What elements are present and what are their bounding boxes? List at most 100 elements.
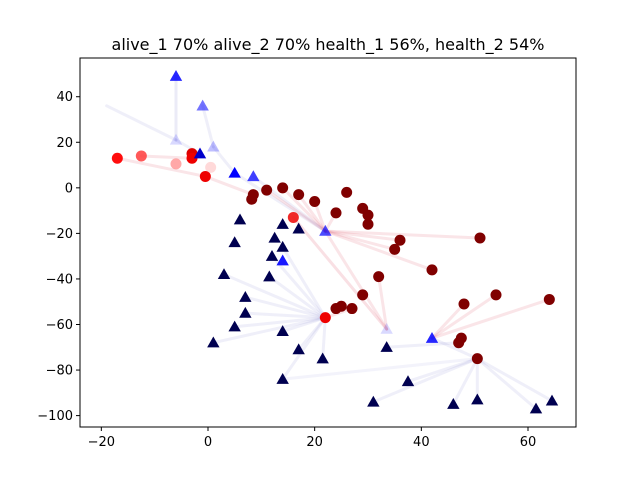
- y-tick-label: −100: [37, 409, 73, 424]
- link-line: [211, 316, 327, 345]
- link-line: [430, 293, 498, 340]
- data-point-circle: [287, 211, 299, 223]
- y-tick-label: 0: [65, 181, 73, 196]
- link-line: [281, 357, 479, 381]
- data-point-triangle: [447, 398, 460, 409]
- link-line: [475, 357, 538, 411]
- y-tick-label: 20: [56, 136, 73, 151]
- link-line: [430, 336, 479, 361]
- data-point-triangle: [276, 325, 289, 336]
- link-line: [297, 316, 327, 352]
- data-point-circle: [246, 193, 258, 205]
- data-point-triangle: [292, 222, 305, 234]
- chart-title: alive_1 70% alive_2 70% health_1 56%, he…: [112, 35, 545, 55]
- points-layer: [111, 70, 559, 414]
- y-tick-label: −60: [46, 318, 73, 333]
- data-point-triangle: [228, 320, 241, 332]
- data-point-triangle: [207, 336, 220, 348]
- data-point-triangle: [217, 268, 231, 280]
- data-point-circle: [341, 186, 353, 198]
- data-point-circle: [277, 182, 289, 194]
- plot-area: [105, 70, 559, 414]
- data-point-triangle: [401, 375, 415, 387]
- link-line: [267, 275, 327, 320]
- data-point-circle: [319, 312, 331, 324]
- links-layer: [105, 74, 554, 411]
- data-point-triangle: [196, 99, 209, 111]
- y-tick-label: −80: [46, 364, 73, 379]
- link-line: [475, 357, 554, 403]
- data-point-circle: [471, 353, 483, 365]
- link-line: [323, 229, 389, 331]
- y-tick-label: 40: [56, 90, 73, 105]
- link-line: [430, 302, 466, 340]
- data-point-triangle: [193, 147, 207, 159]
- data-point-circle: [394, 234, 406, 246]
- link-line: [281, 186, 327, 233]
- x-tick-label: 40: [413, 435, 430, 450]
- data-point-triangle: [529, 402, 543, 414]
- data-point-circle: [330, 303, 342, 315]
- data-point-triangle: [380, 341, 393, 352]
- data-point-circle: [205, 161, 217, 173]
- data-point-triangle: [316, 352, 329, 364]
- data-point-triangle: [545, 394, 559, 406]
- data-point-circle: [135, 150, 147, 162]
- link-line: [371, 357, 479, 404]
- data-point-circle: [458, 298, 470, 310]
- data-point-triangle: [276, 240, 289, 252]
- link-line: [201, 104, 215, 149]
- link-line: [323, 229, 482, 240]
- data-point-circle: [357, 289, 369, 301]
- link-line: [265, 188, 327, 233]
- data-point-triangle: [169, 70, 183, 81]
- data-point-triangle: [268, 231, 281, 243]
- data-point-triangle: [292, 343, 305, 355]
- data-point-circle: [389, 243, 401, 255]
- x-tick-label: 0: [204, 435, 212, 450]
- data-point-triangle: [207, 140, 220, 152]
- data-point-triangle: [169, 133, 183, 145]
- link-line: [281, 245, 327, 320]
- link-line: [211, 145, 237, 175]
- x-tick-label: −20: [88, 435, 115, 450]
- link-line: [270, 254, 327, 320]
- link-line: [323, 229, 402, 242]
- data-point-triangle: [380, 322, 393, 334]
- data-point-circle: [543, 293, 555, 305]
- x-tick-label: 20: [306, 435, 323, 450]
- data-point-circle: [330, 207, 342, 219]
- link-line: [281, 316, 327, 333]
- link-line: [233, 171, 327, 233]
- link-line: [115, 156, 207, 178]
- data-point-triangle: [319, 224, 332, 236]
- data-point-circle: [373, 271, 385, 283]
- link-line: [377, 275, 389, 331]
- data-point-triangle: [367, 395, 380, 407]
- data-point-circle: [426, 264, 438, 276]
- data-point-triangle: [265, 249, 279, 261]
- axes-frame: [79, 57, 577, 428]
- y-tick-label: −40: [46, 272, 73, 287]
- link-line: [430, 297, 551, 340]
- y-axis: −100 −80 −60 −40 −20 0 20 40: [37, 90, 80, 424]
- data-point-circle: [362, 218, 374, 230]
- link-line: [291, 215, 389, 331]
- data-point-triangle: [263, 270, 276, 282]
- y-tick-label: −20: [46, 227, 73, 242]
- data-point-circle: [490, 289, 502, 301]
- data-point-triangle: [228, 166, 241, 178]
- data-point-triangle: [228, 236, 241, 248]
- link-line: [323, 229, 434, 272]
- data-point-triangle: [471, 393, 484, 405]
- data-point-circle: [346, 303, 358, 315]
- data-point-triangle: [233, 213, 247, 225]
- data-point-triangle: [276, 372, 289, 384]
- link-line: [281, 316, 327, 381]
- link-line: [451, 357, 479, 406]
- link-line: [203, 174, 255, 197]
- data-point-circle: [261, 184, 273, 196]
- data-point-circle: [170, 158, 182, 170]
- link-line: [222, 272, 327, 320]
